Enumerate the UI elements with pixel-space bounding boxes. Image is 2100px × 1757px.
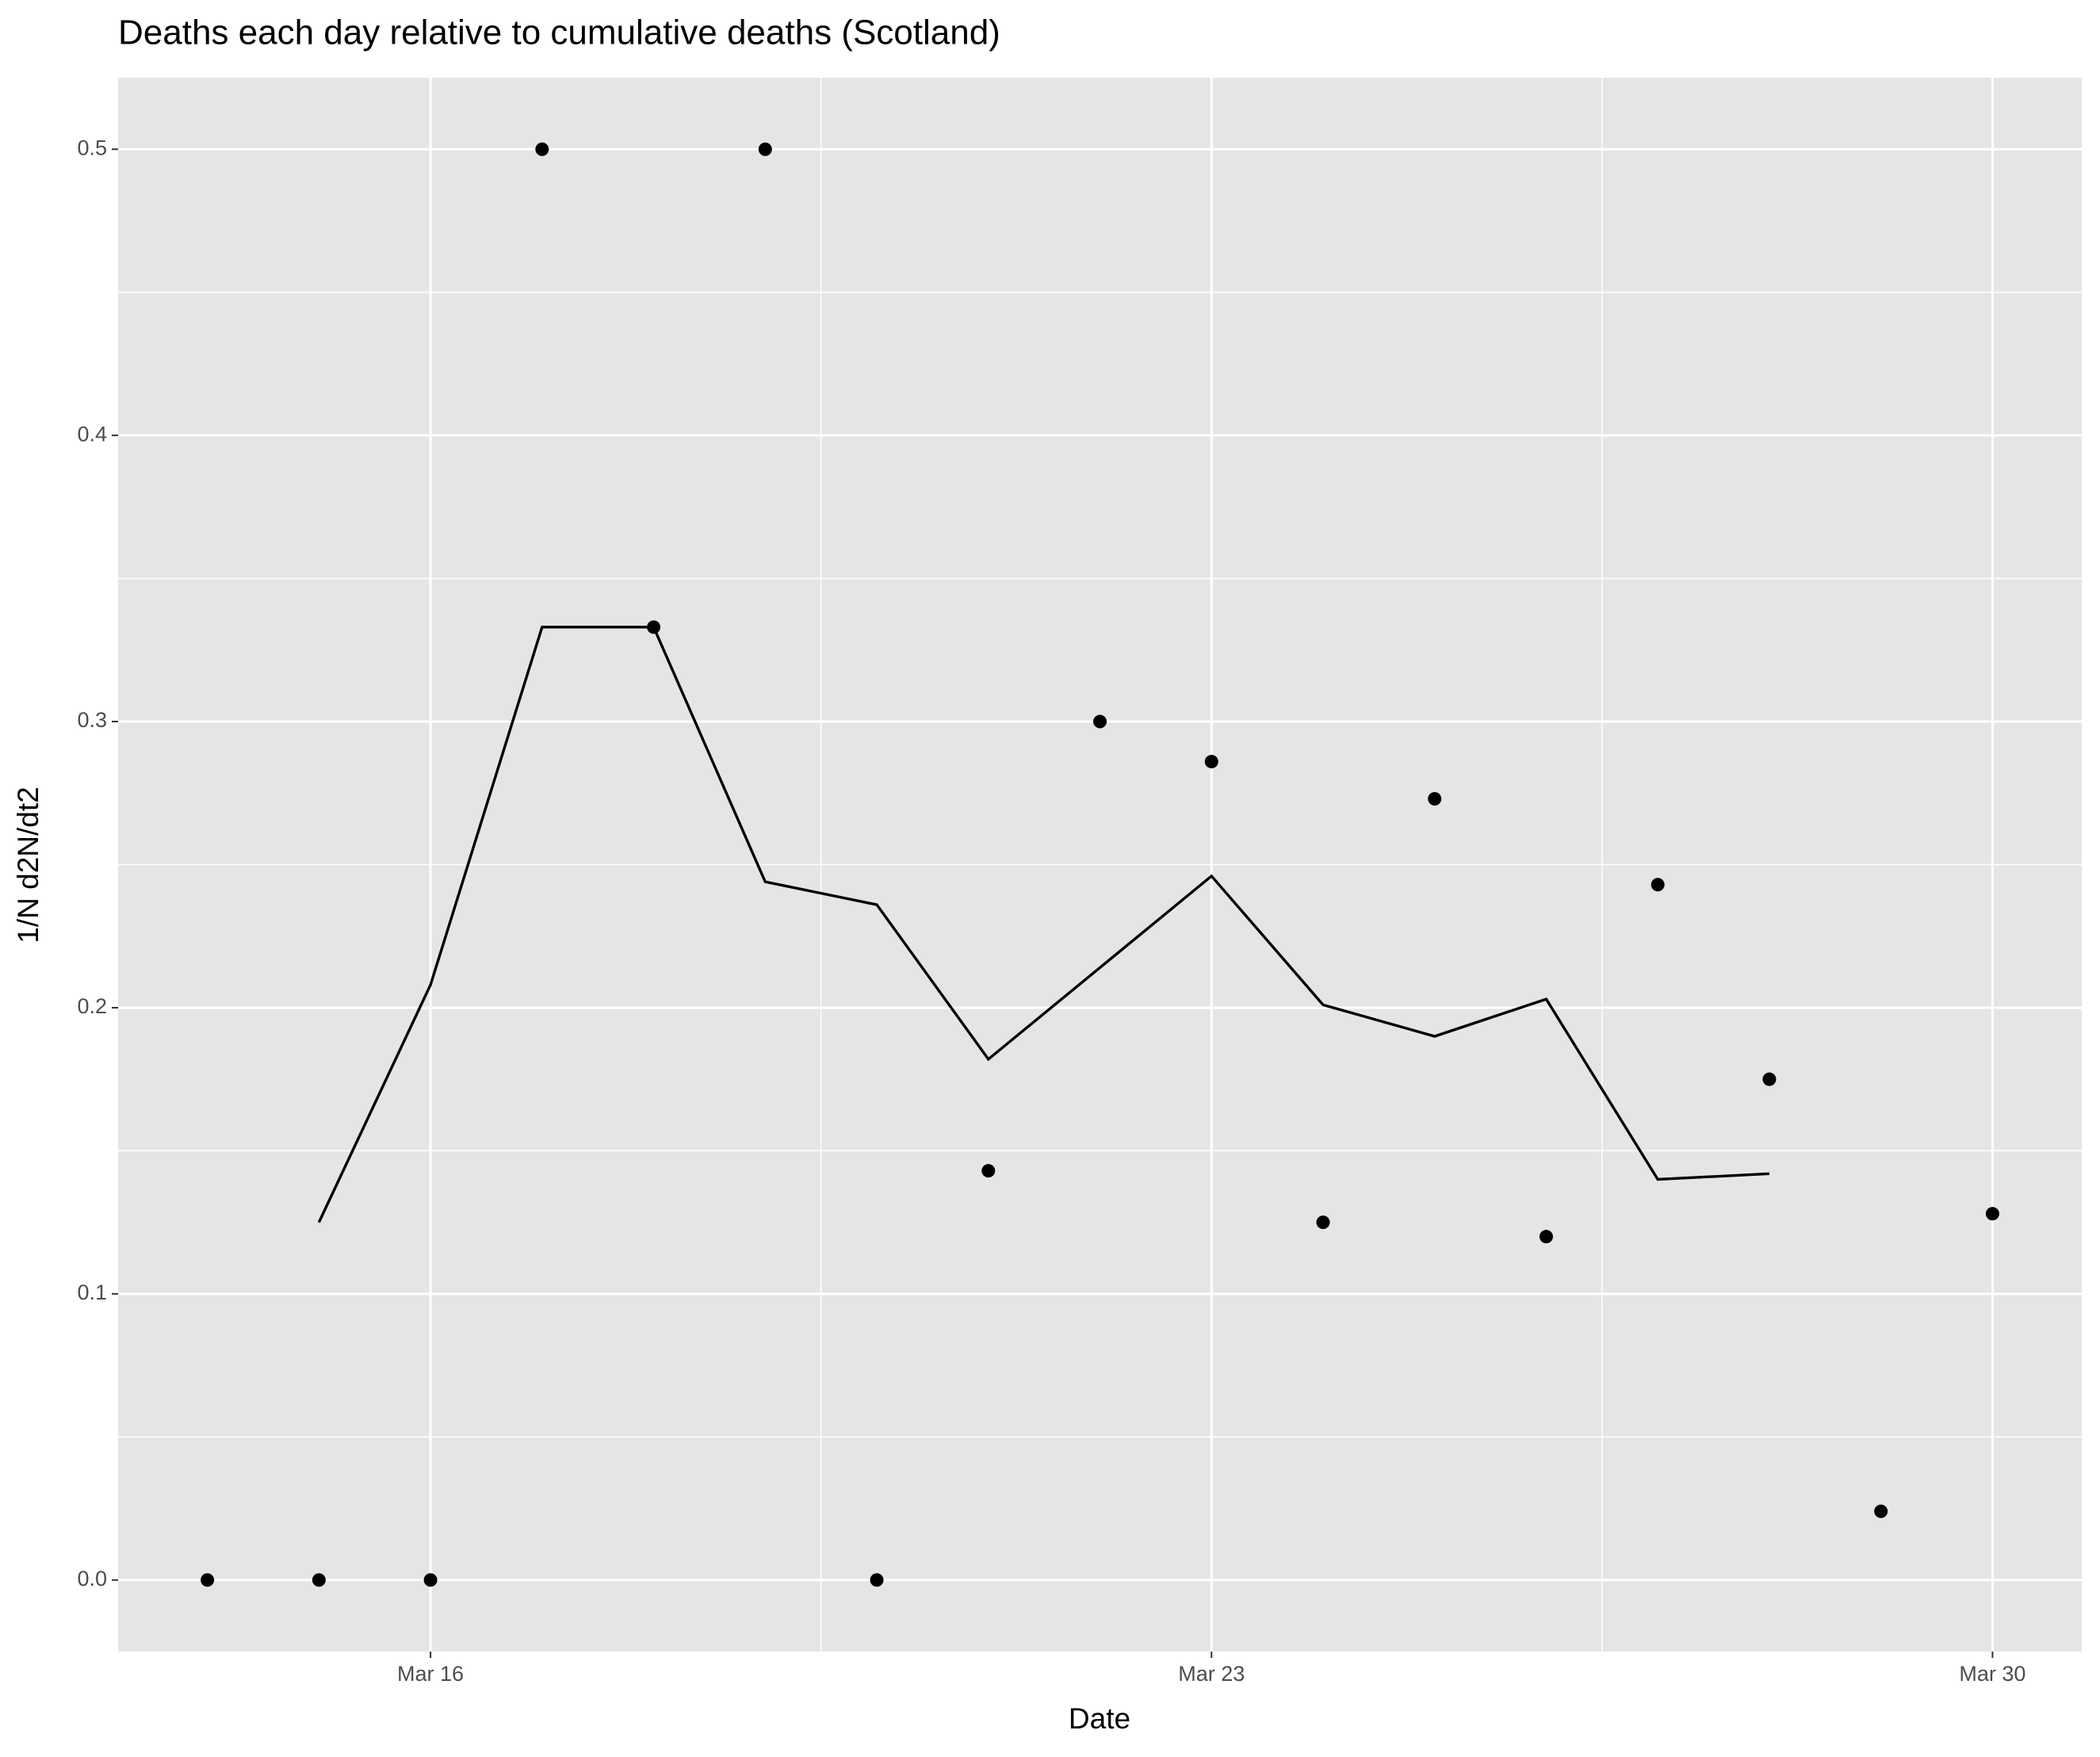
point: [1651, 878, 1665, 892]
point: [1428, 791, 1442, 806]
y-tick-label: 0.1: [77, 1280, 107, 1304]
x-tick-label: Mar 16: [397, 1662, 464, 1686]
y-axis-title: 1/N d2N/dt2: [12, 787, 44, 943]
point: [1762, 1072, 1777, 1086]
y-tick-label: 0.3: [77, 708, 107, 732]
x-tick-label: Mar 30: [1959, 1662, 2025, 1686]
x-tick-label: Mar 23: [1178, 1662, 1245, 1686]
point: [870, 1573, 884, 1587]
point: [1204, 755, 1218, 769]
point: [201, 1573, 215, 1587]
y-tick-label: 0.2: [77, 994, 107, 1018]
line: [317, 626, 1770, 1223]
point: [1316, 1215, 1330, 1230]
point: [1874, 1504, 1888, 1518]
point: [312, 1573, 326, 1587]
y-tick-label: 0.0: [77, 1567, 107, 1590]
point: [981, 1164, 996, 1178]
x-axis-title: Date: [1069, 1702, 1130, 1735]
point: [1539, 1230, 1553, 1244]
point: [535, 142, 549, 156]
point: [1985, 1207, 1999, 1221]
y-tick-label: 0.4: [77, 422, 107, 446]
point: [423, 1573, 438, 1587]
chart-title: Deaths each day relative to cumulative d…: [118, 13, 1000, 52]
point: [758, 142, 772, 156]
point: [1093, 714, 1107, 729]
y-tick-label: 0.5: [77, 136, 107, 159]
